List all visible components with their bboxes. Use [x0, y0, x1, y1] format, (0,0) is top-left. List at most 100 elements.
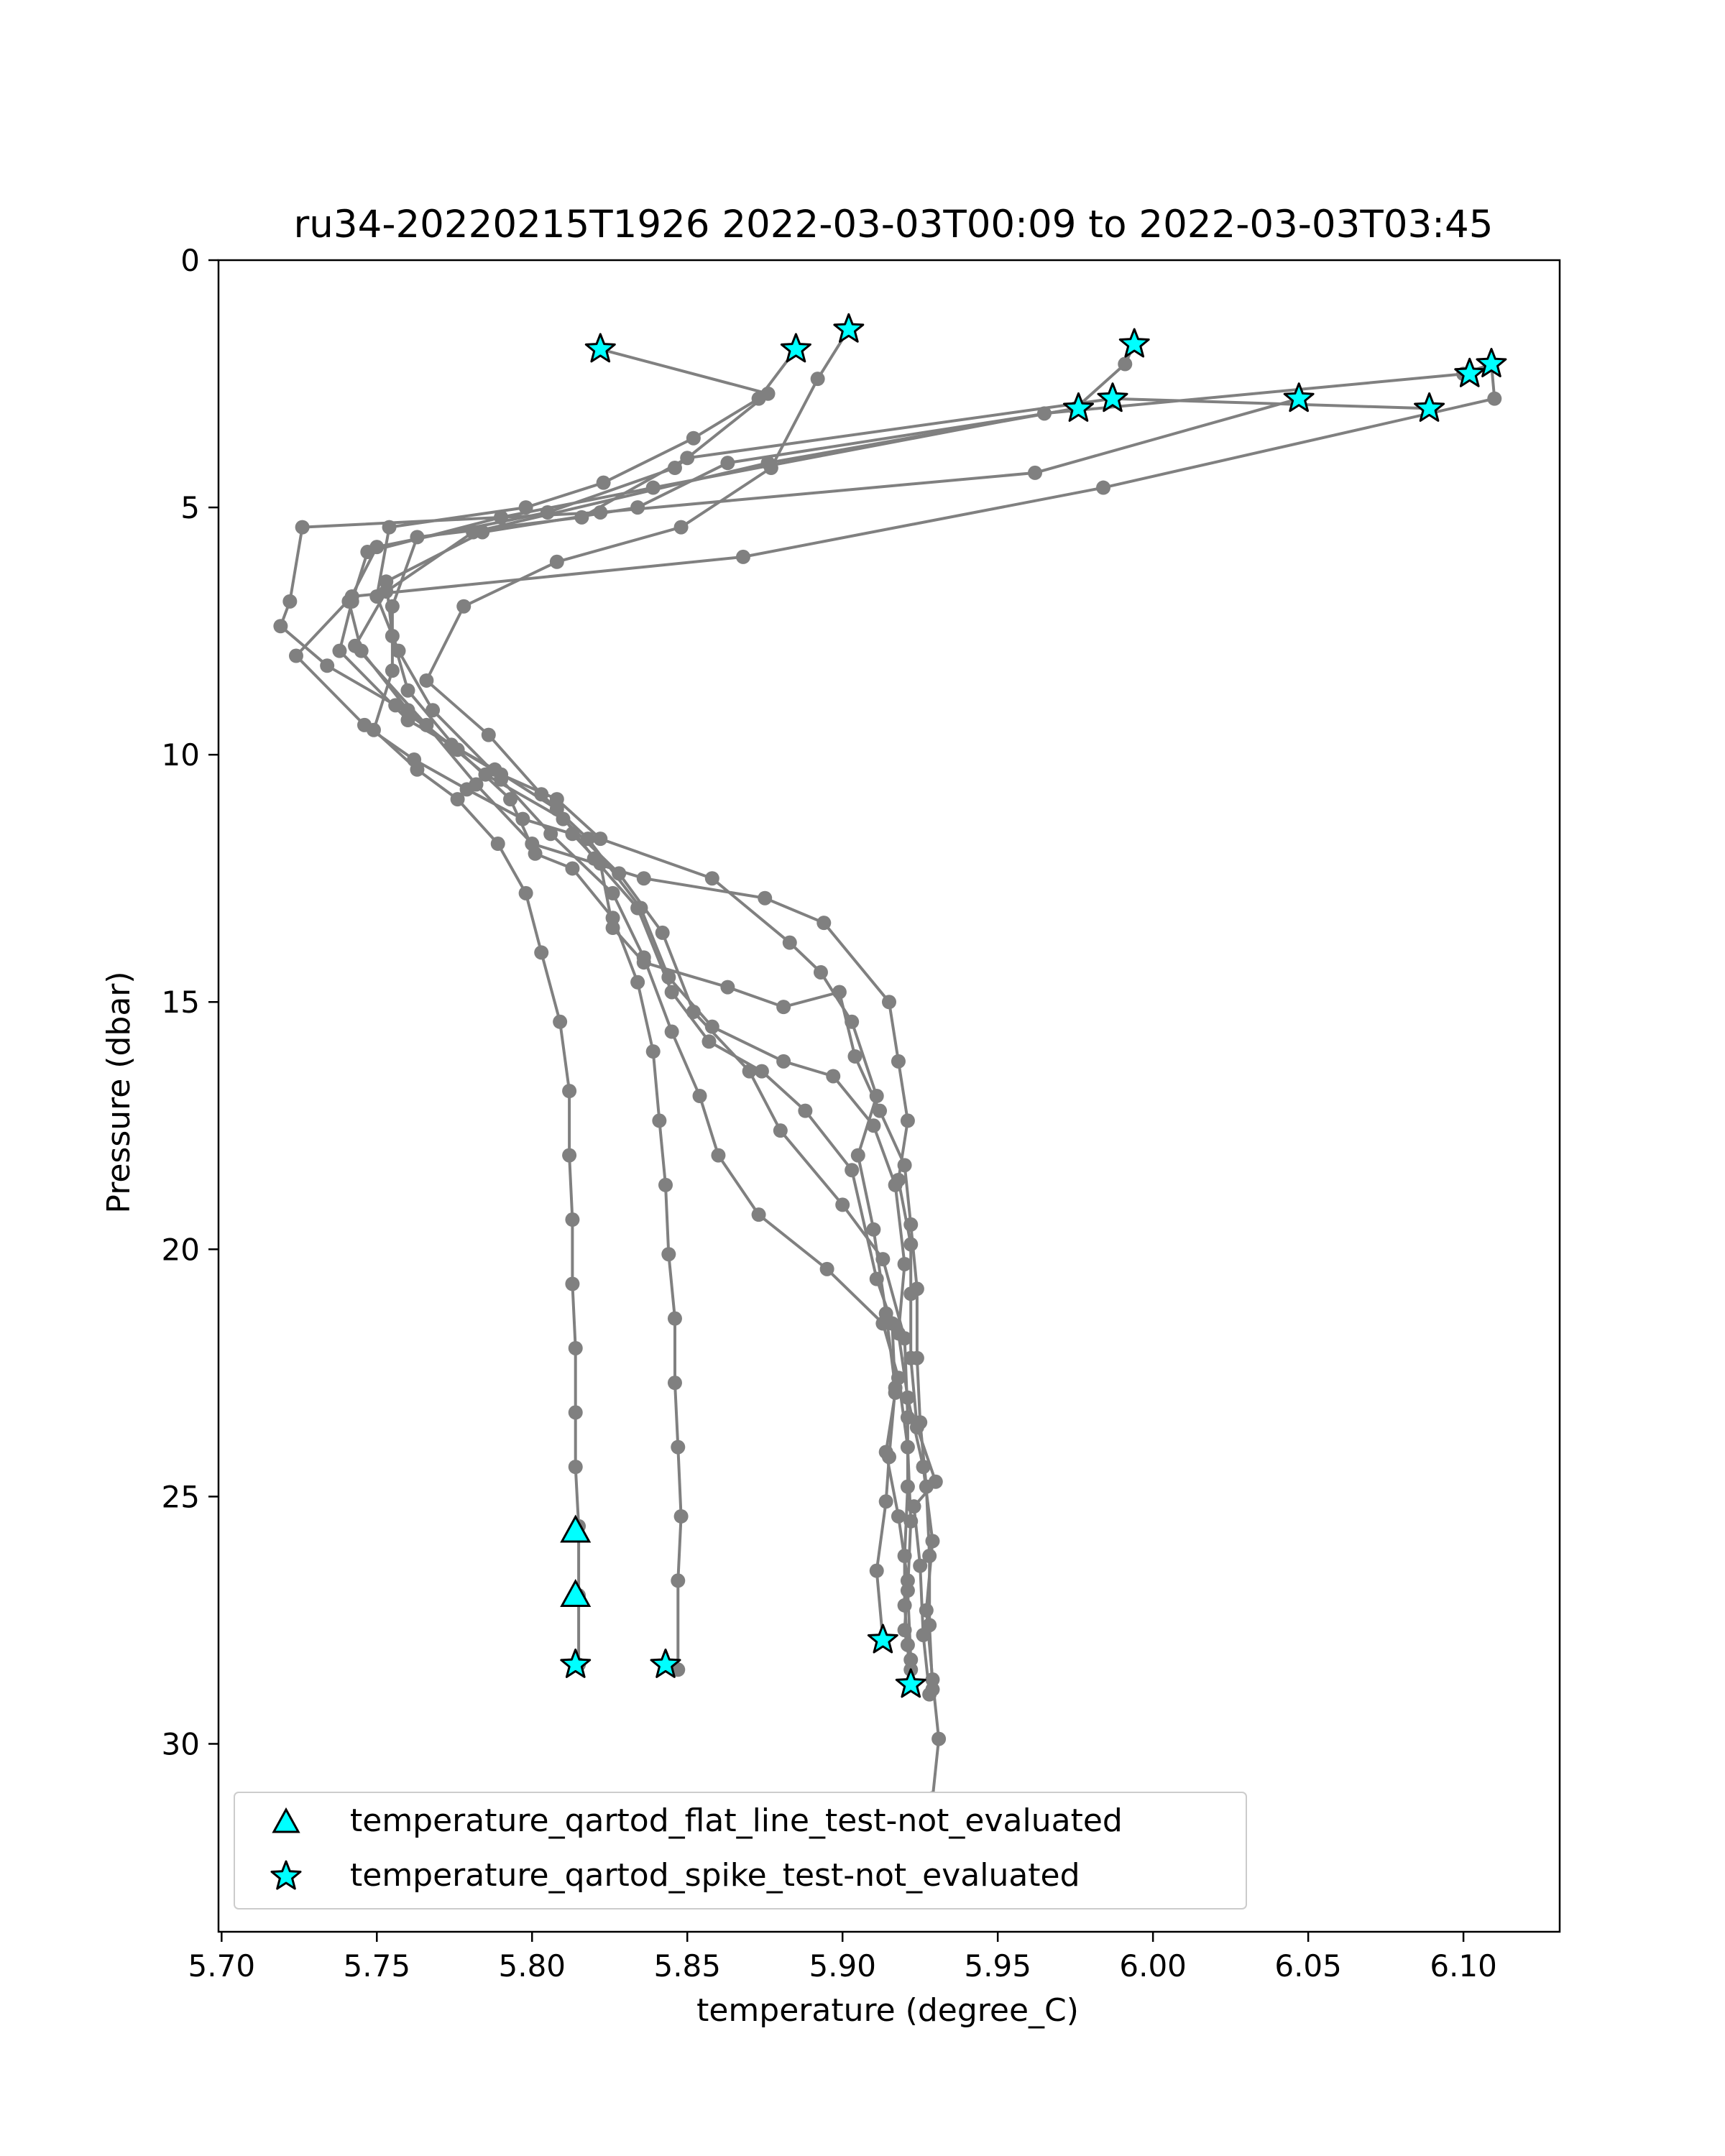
- y-tick-label: 0: [180, 243, 200, 278]
- legend-star-marker: [270, 1860, 302, 1890]
- profile-point: [798, 1103, 813, 1118]
- profile-line: [372, 397, 1430, 1665]
- profile-line: [338, 362, 1492, 1670]
- plot-frame: [217, 259, 1561, 1933]
- x-tick-label: 5.75: [344, 1948, 411, 1984]
- profile-point: [549, 554, 564, 569]
- marker-layer: [560, 313, 1507, 1866]
- profile-point: [873, 1103, 888, 1118]
- profile-point: [568, 1340, 583, 1355]
- profile-point: [348, 638, 363, 653]
- profile-point: [913, 1415, 928, 1430]
- profile-point: [925, 1682, 940, 1697]
- profile-point: [518, 885, 533, 900]
- profile-point: [661, 1247, 676, 1262]
- profile-point: [776, 1000, 791, 1015]
- x-tick-label: 6.10: [1430, 1948, 1497, 1984]
- legend-triangle-shape: [272, 1807, 300, 1833]
- profile-point: [1096, 480, 1111, 495]
- profile-point: [850, 1148, 865, 1163]
- profile-point: [503, 792, 518, 807]
- profile-point: [897, 1623, 912, 1638]
- profile-point: [568, 1460, 583, 1475]
- profile-point: [754, 1064, 769, 1079]
- profile-point: [897, 1158, 912, 1173]
- profile-point: [686, 430, 701, 446]
- profile-point: [379, 574, 394, 589]
- spike-marker: [1283, 382, 1315, 413]
- profile-point: [490, 837, 505, 852]
- profile-point: [1028, 465, 1043, 480]
- x-tick-label: 6.05: [1274, 1948, 1342, 1984]
- profile-point: [273, 619, 288, 634]
- profile-point: [400, 683, 415, 698]
- profile-point: [450, 742, 465, 757]
- spike-marker: [1476, 348, 1507, 377]
- profile-point: [581, 831, 596, 847]
- profile-point: [565, 1212, 580, 1227]
- profile-point: [630, 900, 645, 916]
- profile-point: [845, 1014, 860, 1029]
- profile-point: [702, 1034, 717, 1049]
- profile-point: [494, 767, 509, 782]
- profile-point: [658, 1177, 673, 1192]
- profile-point: [900, 1390, 915, 1405]
- profile-point: [720, 980, 735, 995]
- profile-line: [354, 344, 1136, 1695]
- profile-point: [903, 1652, 919, 1667]
- profile-point: [891, 1172, 906, 1187]
- spike-marker: [1454, 357, 1486, 387]
- x-tick-label: 5.90: [809, 1948, 876, 1984]
- profile-point: [410, 762, 425, 777]
- profile-point: [900, 1113, 915, 1128]
- profile-point: [664, 1024, 679, 1039]
- profile-point: [751, 1207, 766, 1222]
- profile-point: [720, 456, 735, 471]
- profile-point: [593, 831, 608, 847]
- profile-point: [878, 1306, 893, 1321]
- profile-point: [897, 1256, 912, 1271]
- profile-point: [1118, 356, 1133, 372]
- profile-point: [456, 599, 472, 614]
- profile-line: [295, 364, 1496, 1690]
- profile-point: [549, 792, 564, 807]
- profile-point: [891, 1054, 906, 1069]
- profile-point: [919, 1479, 934, 1494]
- profile-point: [475, 525, 490, 540]
- profile-point: [636, 871, 651, 886]
- profile-point: [410, 530, 425, 545]
- spike-marker: [584, 333, 616, 363]
- profile-point: [549, 801, 564, 816]
- profile-point: [419, 673, 434, 688]
- y-axis-label: Pressure (dbar): [101, 971, 137, 1213]
- profile-point: [332, 643, 347, 658]
- legend-entry-flat-line: temperature_qartod_flat_line_test-not_ev…: [350, 1802, 1123, 1839]
- profile-point: [652, 1113, 667, 1128]
- profile-point: [704, 871, 719, 886]
- profile-point: [1487, 391, 1502, 406]
- profile-point: [847, 1049, 862, 1064]
- spike-marker: [867, 1623, 898, 1654]
- y-tick-label: 15: [162, 985, 200, 1020]
- profile-point: [888, 1381, 903, 1396]
- profile-point: [568, 1405, 583, 1420]
- profile-point: [903, 1217, 919, 1232]
- profile-point: [909, 1350, 924, 1365]
- profile-point: [810, 372, 825, 387]
- profile-point: [605, 911, 620, 926]
- profile-point: [344, 589, 359, 604]
- profile-point: [900, 1573, 915, 1588]
- profile-point: [882, 995, 896, 1010]
- x-axis: 5.70 5.75 5.80 5.85 5.90 5.95 6.00 6.05 6.10: [188, 1932, 1497, 1984]
- profile-point: [605, 885, 620, 900]
- profile-point: [562, 1084, 577, 1099]
- x-tick-label: 5.80: [499, 1948, 566, 1984]
- y-tick-label: 10: [162, 737, 200, 773]
- x-tick-label: 5.95: [964, 1948, 1031, 1984]
- legend-star-shape: [270, 1860, 302, 1890]
- profile-point: [630, 975, 645, 990]
- y-tick-label: 5: [180, 490, 200, 525]
- profile-point: [655, 925, 670, 940]
- profile-point: [385, 629, 400, 644]
